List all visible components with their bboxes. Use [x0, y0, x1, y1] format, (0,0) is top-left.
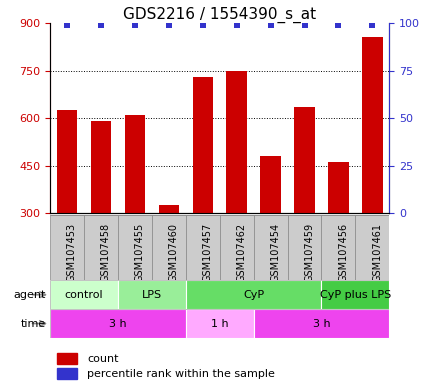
- Bar: [226, 71, 246, 308]
- Text: 3 h: 3 h: [312, 318, 329, 329]
- Point: [334, 22, 341, 28]
- Text: GSM107454: GSM107454: [270, 223, 280, 282]
- Text: 1 h: 1 h: [210, 318, 228, 329]
- Bar: [253, 215, 287, 280]
- Text: GSM107457: GSM107457: [202, 223, 212, 282]
- Bar: [57, 110, 77, 308]
- Point: [63, 22, 70, 28]
- Bar: [321, 280, 388, 309]
- Text: percentile rank within the sample: percentile rank within the sample: [87, 369, 275, 379]
- Bar: [192, 77, 212, 308]
- Text: agent: agent: [13, 290, 46, 300]
- Bar: [328, 162, 348, 308]
- Bar: [185, 309, 253, 338]
- Bar: [321, 215, 355, 280]
- Bar: [118, 280, 185, 309]
- Bar: [50, 309, 185, 338]
- Bar: [355, 215, 388, 280]
- Point: [233, 22, 240, 28]
- Text: GSM107462: GSM107462: [236, 223, 246, 282]
- Text: time: time: [20, 318, 46, 329]
- Text: count: count: [87, 354, 118, 364]
- Bar: [57, 353, 77, 364]
- Bar: [260, 156, 280, 308]
- Bar: [185, 280, 321, 309]
- Text: GSM107459: GSM107459: [304, 223, 314, 282]
- Text: CyP: CyP: [243, 290, 263, 300]
- Bar: [294, 107, 314, 308]
- Point: [97, 22, 104, 28]
- Bar: [125, 115, 145, 308]
- Text: 3 h: 3 h: [109, 318, 126, 329]
- Text: GSM107458: GSM107458: [101, 223, 111, 282]
- Text: GSM107453: GSM107453: [67, 223, 77, 282]
- Title: GDS2216 / 1554390_s_at: GDS2216 / 1554390_s_at: [123, 7, 316, 23]
- Text: CyP plus LPS: CyP plus LPS: [319, 290, 390, 300]
- Text: GSM107460: GSM107460: [168, 223, 178, 282]
- Bar: [91, 121, 111, 308]
- Bar: [253, 309, 388, 338]
- Bar: [118, 215, 151, 280]
- Point: [165, 22, 172, 28]
- Bar: [50, 215, 84, 280]
- Text: control: control: [65, 290, 103, 300]
- Point: [266, 22, 273, 28]
- Bar: [287, 215, 321, 280]
- Bar: [219, 215, 253, 280]
- Text: LPS: LPS: [141, 290, 161, 300]
- Text: GSM107461: GSM107461: [372, 223, 381, 282]
- Bar: [158, 205, 178, 308]
- Point: [199, 22, 206, 28]
- Bar: [151, 215, 185, 280]
- Point: [300, 22, 307, 28]
- Bar: [185, 215, 219, 280]
- Text: GSM107456: GSM107456: [338, 223, 348, 282]
- Point: [368, 22, 375, 28]
- Bar: [57, 368, 77, 379]
- Text: GSM107455: GSM107455: [135, 223, 145, 282]
- Point: [131, 22, 138, 28]
- Bar: [362, 37, 381, 308]
- Bar: [84, 215, 118, 280]
- Bar: [50, 280, 118, 309]
